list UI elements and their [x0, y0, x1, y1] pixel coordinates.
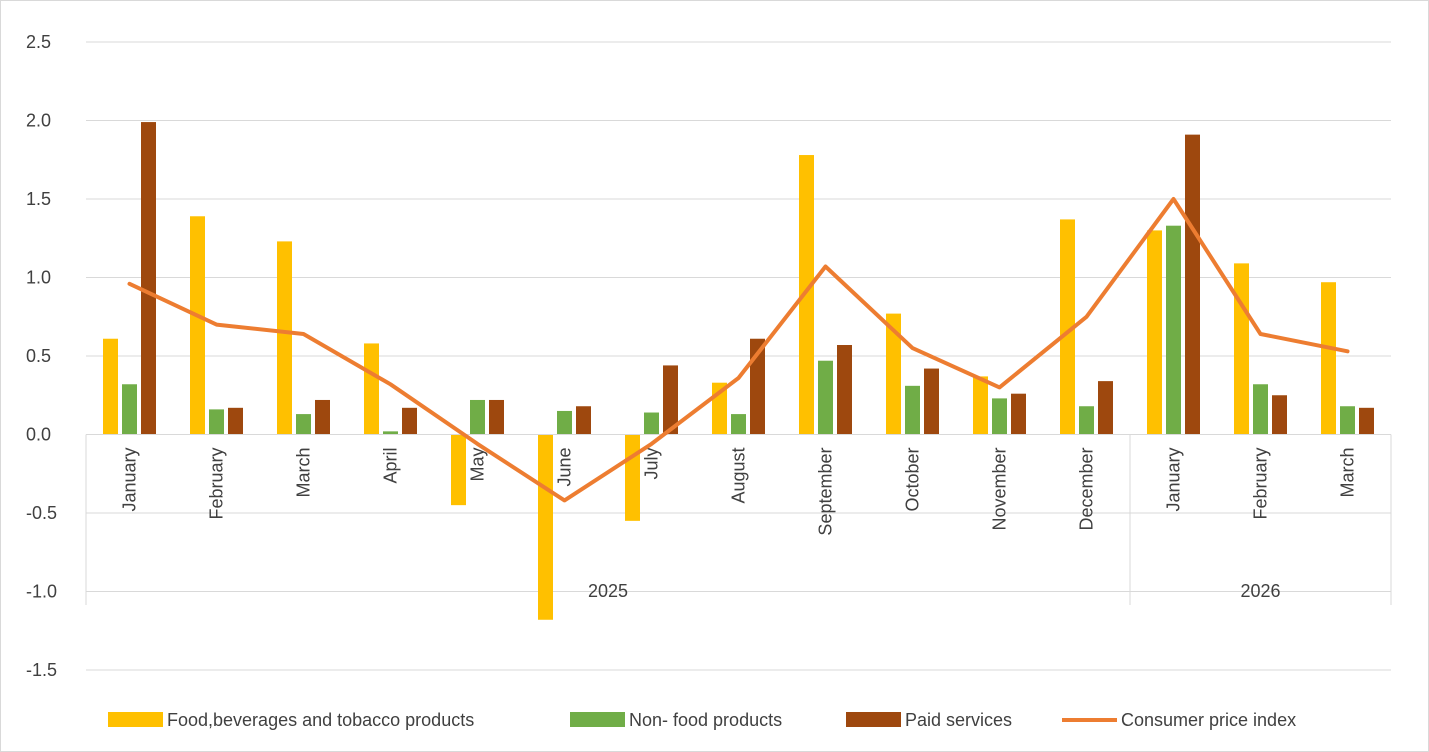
x-tick-label: November [990, 447, 1010, 530]
bar [576, 406, 591, 435]
x-axis: January February March April May June July Augu… [85, 434, 1392, 605]
x-tick-label: March [294, 448, 314, 498]
bar [451, 434, 466, 506]
bar [1166, 225, 1181, 435]
x-tick-label: January [1164, 448, 1184, 512]
bar [122, 384, 137, 435]
bar [228, 407, 243, 435]
bar [1253, 384, 1268, 435]
cpi-line [127, 197, 1350, 503]
y-axis: 2.5 2.0 1.5 1.0 0.5 0.0 -0.5 -1.0 -1.5 [26, 32, 57, 680]
bar [141, 122, 156, 435]
x-tick-label: June [555, 448, 575, 487]
series-non-food-products [122, 225, 1355, 435]
bar [1321, 282, 1336, 435]
bar [1147, 230, 1162, 435]
series-paid-services [141, 122, 1374, 435]
y-tick-label: -1.0 [26, 582, 57, 602]
bar [1340, 406, 1355, 435]
x-tick-label: April [381, 448, 401, 484]
bar [625, 434, 640, 521]
series-food-beverages-and-tobacco-products [103, 155, 1336, 620]
x-tick-label: May [468, 448, 488, 482]
bar [818, 360, 833, 435]
bar [837, 345, 852, 435]
bar [315, 399, 330, 435]
bar [557, 410, 572, 435]
y-tick-label: 1.5 [26, 189, 51, 209]
bar [1079, 406, 1094, 435]
bar [402, 407, 417, 435]
bar [190, 216, 205, 435]
bar [1234, 263, 1249, 435]
bar [277, 241, 292, 435]
x-tick-label: August [729, 448, 749, 504]
y-tick-label: 0.5 [26, 346, 51, 366]
x-tick-label: March [1338, 448, 1358, 498]
bar [973, 376, 988, 435]
bar [470, 399, 485, 435]
bar [209, 409, 224, 435]
bar [905, 385, 920, 435]
y-tick-label: 0.0 [26, 425, 51, 445]
bar [296, 414, 311, 435]
bar [731, 414, 746, 435]
bars [103, 122, 1374, 620]
bar [886, 313, 901, 435]
bar [1011, 393, 1026, 435]
bar [924, 368, 939, 435]
legend-label: Consumer price index [1121, 710, 1296, 730]
bar [103, 338, 118, 435]
bar [489, 399, 504, 435]
bar [383, 431, 398, 435]
bar [1060, 219, 1075, 435]
x-tick-label: October [903, 447, 923, 511]
legend-label: Paid services [905, 710, 1012, 730]
legend-label: Non- food products [629, 710, 782, 730]
y-tick-label: 2.5 [26, 32, 51, 52]
legend-swatch [570, 712, 625, 727]
bar [1098, 381, 1113, 435]
legend: Food,beverages and tobacco products Non- … [108, 710, 1296, 730]
bar [750, 338, 765, 435]
y-tick-label: -0.5 [26, 503, 57, 523]
legend-swatch [108, 712, 163, 727]
bar [1272, 395, 1287, 435]
cpi-line-path [127, 197, 1350, 503]
bar [1185, 134, 1200, 435]
y-tick-label: 1.0 [26, 268, 51, 288]
bar [364, 343, 379, 435]
y-tick-label: -1.5 [26, 660, 57, 680]
x-tick-label: February [1251, 448, 1271, 520]
x-tick-label: December [1077, 447, 1097, 530]
x-group-label: 2026 [1240, 581, 1280, 601]
x-tick-label: July [642, 448, 662, 480]
x-tick-label: January [120, 448, 140, 512]
bar [644, 412, 659, 435]
bar [663, 365, 678, 435]
bar [1359, 407, 1374, 435]
bar [992, 398, 1007, 435]
legend-label: Food,beverages and tobacco products [167, 710, 474, 730]
bar [799, 155, 814, 435]
x-tick-label: February [207, 448, 227, 520]
x-group-label: 2025 [588, 581, 628, 601]
legend-swatch [846, 712, 901, 727]
x-tick-label: September [816, 448, 836, 536]
bar [538, 434, 553, 620]
y-tick-label: 2.0 [26, 111, 51, 131]
